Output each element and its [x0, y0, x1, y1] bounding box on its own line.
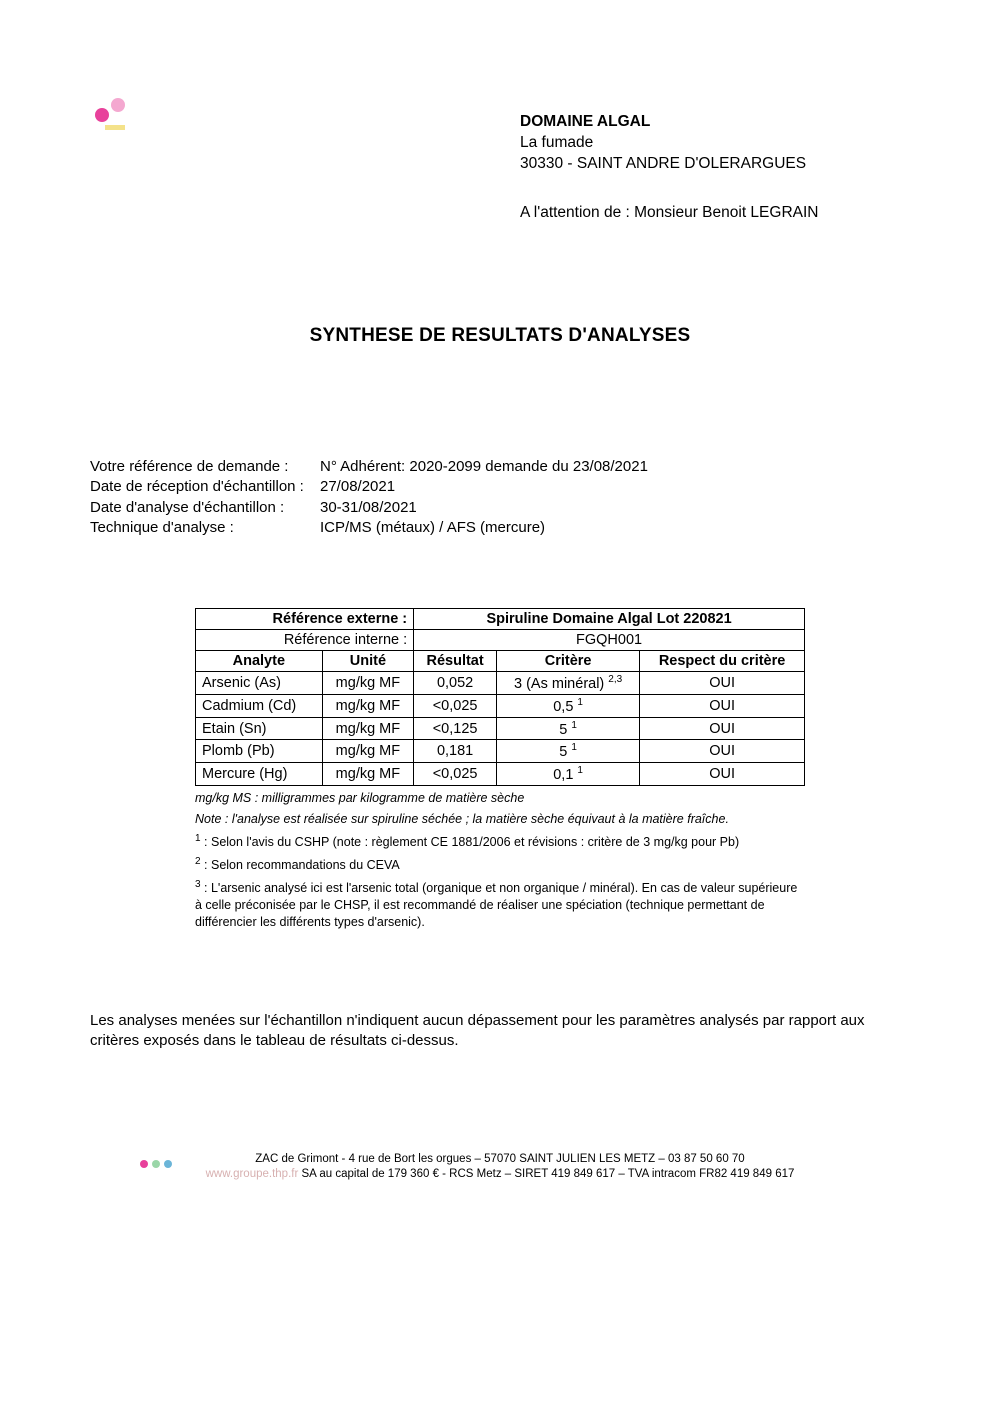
note-2: 2 : Selon recommandations du CEVA [195, 855, 805, 874]
note-main: Note : l'analyse est réalisée sur spirul… [195, 811, 805, 828]
cell-respect: OUI [640, 694, 805, 717]
meta-ref-value: N° Adhérent: 2020-2099 demande du 23/08/… [320, 457, 910, 477]
footer-line2: www.groupe.thp.fr SA au capital de 179 3… [0, 1167, 1000, 1183]
note-1: 1 : Selon l'avis du CSHP (note : règleme… [195, 832, 805, 851]
meta-block: Votre référence de demande : N° Adhérent… [90, 457, 910, 538]
meta-ref-label: Votre référence de demande : [90, 457, 320, 477]
cell-critere: 0,5 1 [497, 694, 640, 717]
cell-unit: mg/kg MF [322, 694, 413, 717]
recipient-addr1: La fumade [520, 133, 818, 154]
ref-ext-value: Spiruline Domaine Algal Lot 220821 [414, 609, 805, 630]
cell-respect: OUI [640, 740, 805, 763]
ref-ext-label: Référence externe : [196, 609, 414, 630]
company-logo-icon [95, 108, 125, 130]
col-result: Résultat [414, 651, 497, 672]
table-row: Arsenic (As)mg/kg MF0,0523 (As minéral) … [196, 672, 805, 695]
ref-int-label: Référence interne : [196, 630, 414, 651]
col-critere: Critère [497, 651, 640, 672]
meta-tech-label: Technique d'analyse : [90, 518, 320, 538]
table-row: Plomb (Pb)mg/kg MF0,1815 1OUI [196, 740, 805, 763]
cell-critere: 3 (As minéral) 2,3 [497, 672, 640, 695]
cell-unit: mg/kg MF [322, 740, 413, 763]
cell-analyte: Arsenic (As) [196, 672, 323, 695]
results-table: Référence externe : Spiruline Domaine Al… [195, 608, 805, 786]
meta-ana-label: Date d'analyse d'échantillon : [90, 498, 320, 518]
cell-critere: 5 1 [497, 740, 640, 763]
meta-recv-label: Date de réception d'échantillon : [90, 477, 320, 497]
recipient-addr2: 30330 - SAINT ANDRE D'OLERARGUES [520, 154, 818, 175]
recipient-attention: A l'attention de : Monsieur Benoit LEGRA… [520, 203, 818, 224]
meta-recv-value: 27/08/2021 [320, 477, 910, 497]
footer-block: ZAC de Grimont - 4 rue de Bort les orgue… [0, 1152, 1000, 1183]
cell-result: <0,125 [414, 717, 497, 740]
cell-result: 0,181 [414, 740, 497, 763]
meta-ana-value: 30-31/08/2021 [320, 498, 910, 518]
ref-int-value: FGQH001 [414, 630, 805, 651]
col-unit: Unité [322, 651, 413, 672]
cell-analyte: Etain (Sn) [196, 717, 323, 740]
cell-result: <0,025 [414, 694, 497, 717]
cell-critere: 0,1 1 [497, 763, 640, 786]
col-respect: Respect du critère [640, 651, 805, 672]
cell-respect: OUI [640, 717, 805, 740]
cell-respect: OUI [640, 763, 805, 786]
footer-line1: ZAC de Grimont - 4 rue de Bort les orgue… [0, 1152, 1000, 1168]
meta-tech-value: ICP/MS (métaux) / AFS (mercure) [320, 518, 910, 538]
notes-block: mg/kg MS : milligrammes par kilogramme d… [195, 790, 805, 931]
note-abbr: mg/kg MS : milligrammes par kilogramme d… [195, 790, 805, 807]
note-3: 3 : L'arsenic analysé ici est l'arsenic … [195, 878, 805, 931]
cell-result: <0,025 [414, 763, 497, 786]
col-analyte: Analyte [196, 651, 323, 672]
conclusion-text: Les analyses menées sur l'échantillon n'… [90, 1011, 910, 1052]
cell-critere: 5 1 [497, 717, 640, 740]
cell-analyte: Plomb (Pb) [196, 740, 323, 763]
page-title: SYNTHESE DE RESULTATS D'ANALYSES [90, 325, 910, 347]
recipient-company: DOMAINE ALGAL [520, 112, 818, 133]
cell-unit: mg/kg MF [322, 717, 413, 740]
table-row: Etain (Sn)mg/kg MF<0,1255 1OUI [196, 717, 805, 740]
recipient-block: DOMAINE ALGAL La fumade 30330 - SAINT AN… [520, 112, 818, 224]
cell-unit: mg/kg MF [322, 672, 413, 695]
cell-result: 0,052 [414, 672, 497, 695]
cell-unit: mg/kg MF [322, 763, 413, 786]
table-row: Cadmium (Cd)mg/kg MF<0,0250,5 1OUI [196, 694, 805, 717]
cell-analyte: Mercure (Hg) [196, 763, 323, 786]
table-row: Mercure (Hg)mg/kg MF<0,0250,1 1OUI [196, 763, 805, 786]
cell-analyte: Cadmium (Cd) [196, 694, 323, 717]
cell-respect: OUI [640, 672, 805, 695]
